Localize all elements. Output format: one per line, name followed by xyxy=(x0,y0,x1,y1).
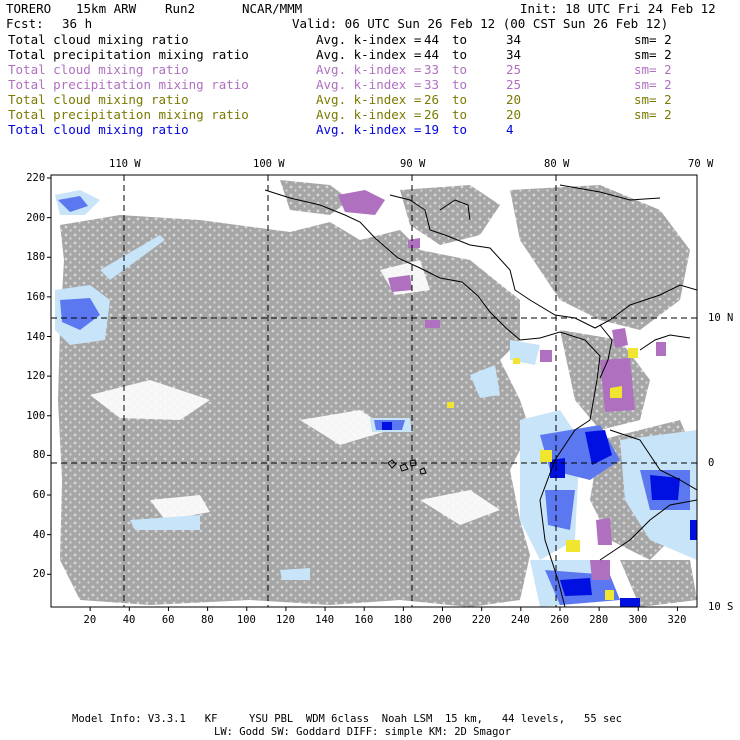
x-tick-label: 140 xyxy=(315,614,335,626)
center-label: NCAR/MMM xyxy=(242,1,303,16)
legend-k1: 26 xyxy=(424,92,440,107)
y-tick-label: 160 xyxy=(26,290,46,303)
legend-to: to xyxy=(452,77,468,92)
legend-k1: 44 xyxy=(424,47,440,62)
y-tick-label: 120 xyxy=(26,370,46,383)
x-tick-label: 120 xyxy=(276,614,295,626)
legend-k2: 25 xyxy=(506,62,522,77)
lon-label-80w: 80 W xyxy=(544,158,570,170)
legend-k1: 33 xyxy=(424,77,440,92)
x-tick-label: 300 xyxy=(628,614,648,626)
y-tick-label: 100 xyxy=(26,409,46,422)
y-tick-label: 60 xyxy=(32,489,46,502)
legend-field: Total cloud mixing ratio xyxy=(8,62,189,77)
y-tick-label: 200 xyxy=(26,211,46,224)
x-tick-label: 220 xyxy=(471,614,491,626)
legend-k1: 26 xyxy=(424,107,440,122)
lat-label-10s: 10 S xyxy=(708,601,734,613)
x-tick-label: 60 xyxy=(161,614,175,626)
legend-sm: sm= 2 xyxy=(634,107,672,122)
legend-sm: sm= 2 xyxy=(634,77,672,92)
run-label: Run2 xyxy=(165,1,196,16)
x-tick-label: 180 xyxy=(393,614,413,626)
legend-to: to xyxy=(452,47,468,62)
y-tick-label: 20 xyxy=(32,568,46,581)
valid-time: Valid: 06 UTC Sun 26 Feb 12 (00 CST Sun … xyxy=(292,16,669,31)
legend-k2: 34 xyxy=(506,32,522,47)
y-tick-label: 180 xyxy=(26,251,46,264)
legend-k1: 33 xyxy=(424,62,440,77)
model-info: Model Info: V3.3.1 KF YSU PBL WDM 6class… xyxy=(72,713,622,725)
x-tick-label: 80 xyxy=(201,614,214,626)
legend-to: to xyxy=(452,32,468,47)
legend-k1: 19 xyxy=(424,122,440,137)
legend-k1: 44 xyxy=(424,32,440,47)
cloud-field-yellow xyxy=(447,348,638,600)
x-tick-label: 260 xyxy=(550,614,570,626)
lon-label-100w: 100 W xyxy=(253,158,285,170)
legend-sm: sm= 2 xyxy=(634,62,672,77)
forecast-label: Fcst: xyxy=(6,16,44,31)
legend-sm: sm= 2 xyxy=(634,92,672,107)
x-tick-label: 40 xyxy=(122,614,136,626)
legend-field: Total precipitation mixing ratio xyxy=(8,107,249,122)
y-tick-label: 140 xyxy=(26,330,46,343)
legend-avg: Avg. k-index = xyxy=(316,32,422,47)
legend-field: Total cloud mixing ratio xyxy=(8,92,189,107)
cloud-field-purple xyxy=(338,190,666,580)
legend-field: Total cloud mixing ratio xyxy=(8,32,189,47)
legend-to: to xyxy=(452,62,468,77)
legend-to: to xyxy=(452,92,468,107)
legend-avg: Avg. k-index = xyxy=(316,47,422,62)
lon-label-70w: 70 W xyxy=(688,158,714,170)
legend-k2: 20 xyxy=(506,107,522,122)
legend-avg: Avg. k-index = xyxy=(316,92,422,107)
legend-k2: 25 xyxy=(506,77,522,92)
cloud-field-deep-blue xyxy=(382,422,697,607)
x-tick-label: 200 xyxy=(432,614,452,626)
lon-label-110w: 110 W xyxy=(109,158,141,170)
legend-field: Total cloud mixing ratio xyxy=(8,122,189,137)
x-tick-label: 320 xyxy=(667,614,687,626)
lat-label-10n: 10 N xyxy=(708,312,734,324)
x-tick-label: 280 xyxy=(589,614,609,626)
legend-avg: Avg. k-index = xyxy=(316,122,422,137)
y-tick-label: 220 xyxy=(26,172,46,184)
legend-avg: Avg. k-index = xyxy=(316,107,422,122)
legend-k2: 4 xyxy=(506,122,514,137)
physics-info: LW: Godd SW: Goddard DIFF: simple KM: 2D… xyxy=(214,726,512,738)
model-name: TORERO xyxy=(6,1,52,16)
map-frame xyxy=(50,174,698,608)
legend-k2: 34 xyxy=(506,47,522,62)
x-tick-label: 20 xyxy=(83,614,97,626)
legend-avg: Avg. k-index = xyxy=(316,62,422,77)
legend-field: Total precipitation mixing ratio xyxy=(8,77,249,92)
x-tick-label: 240 xyxy=(510,614,530,626)
legend-field: Total precipitation mixing ratio xyxy=(8,47,249,62)
axis-ticks xyxy=(47,177,678,611)
lat-label-0: 0 xyxy=(708,457,715,469)
model-resolution: 15km ARW xyxy=(76,1,137,16)
x-tick-label: 160 xyxy=(354,614,374,626)
legend-to: to xyxy=(452,107,468,122)
legend-k2: 20 xyxy=(506,92,522,107)
legend-avg: Avg. k-index = xyxy=(316,77,422,92)
init-time: Init: 18 UTC Fri 24 Feb 12 xyxy=(520,1,716,16)
y-tick-label: 80 xyxy=(32,449,46,462)
lon-label-90w: 90 W xyxy=(400,158,426,170)
map-plot-area xyxy=(51,175,697,607)
legend-to: to xyxy=(452,122,468,137)
x-tick-label: 100 xyxy=(236,614,256,626)
legend-sm: sm= 2 xyxy=(634,47,672,62)
y-tick-label: 40 xyxy=(32,528,46,541)
forecast-hour: 36 h xyxy=(62,16,93,31)
graticule xyxy=(51,175,697,607)
coastlines xyxy=(264,184,697,607)
legend-sm: sm= 2 xyxy=(634,32,672,47)
